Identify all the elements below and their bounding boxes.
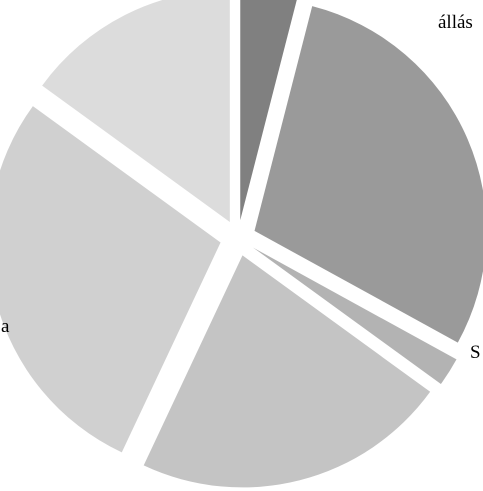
pie-slice-3 [143,255,431,488]
slice-label-4: a [1,316,10,337]
pie-slice-0 [240,0,297,221]
slice-label-1: S [470,342,481,363]
pie-slice-5 [42,0,230,222]
pie-slice-4 [0,106,221,453]
pie-slice-1 [254,6,483,343]
pie-slice-2 [253,247,457,385]
slice-label-0: állás [438,12,473,33]
